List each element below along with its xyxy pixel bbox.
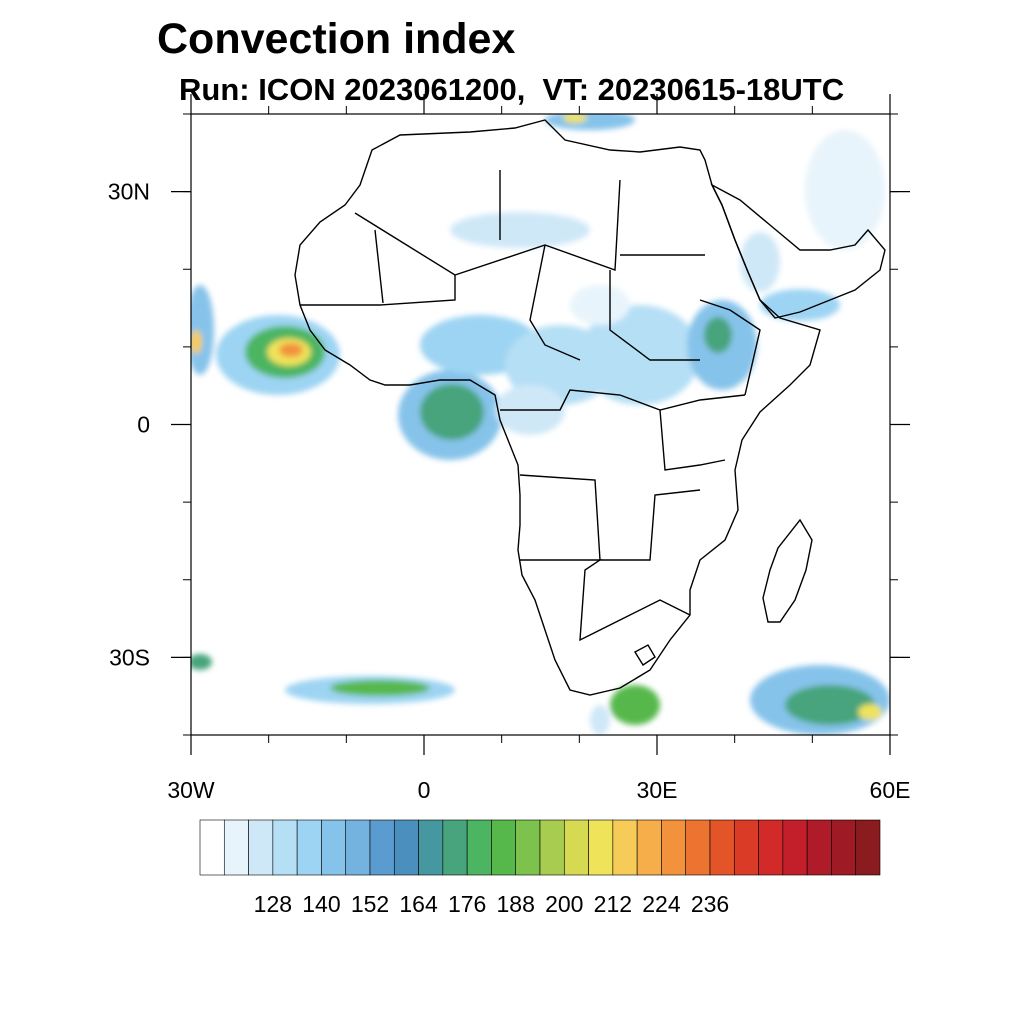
convection-cell [191,330,202,354]
madagascar-coastline [762,518,813,623]
country-border [300,275,456,306]
colorbar-label: 188 [497,891,535,917]
colorbar-box [223,819,249,876]
colorbar-box [296,819,322,876]
convection-cell [420,384,484,440]
convection-cell [191,654,212,670]
convection-cell [760,289,840,321]
colorbar-label: 176 [448,891,486,917]
convection-cell [450,212,590,248]
convection-cell [590,705,610,735]
colorbar-box [685,819,711,876]
colorbar-label: 140 [302,891,340,917]
colorbar-label: 212 [594,891,632,917]
colorbar-box [806,819,832,876]
arabia-coastline [710,183,886,319]
colorbar-box [199,819,225,876]
x-tick-label: 0 [418,777,431,803]
colorbar-box [539,819,565,876]
lesotho-border [634,644,656,666]
colorbar-box [661,819,687,876]
colorbar: 128 140 152 164 176 188 200 212 224 236 [199,819,881,917]
colorbar-box [782,819,808,876]
country-border [609,270,700,361]
convection-cell [545,114,635,130]
convection-cell [805,130,885,250]
colorbar-box [855,819,881,876]
country-border [529,244,581,361]
colorbar-box [515,819,541,876]
country-border [500,389,746,411]
y-tick-label: 30N [108,179,150,205]
colorbar-box [636,819,662,876]
colorbar-box [248,819,274,876]
colorbar-label: 236 [691,891,729,917]
colorbar-box [709,819,735,876]
country-border [519,474,701,561]
colorbar-box [563,819,589,876]
africa-coastline [294,119,821,696]
country-border [659,409,726,471]
map-title: Convection index [157,15,516,63]
x-tick-label: 30E [637,777,678,803]
colorbar-box [418,819,444,876]
colorbar-box [612,819,638,876]
y-tick-label: 30S [109,644,150,670]
colorbar-box [758,819,784,876]
x-tick-label: 30W [167,777,215,803]
colorbar-box [588,819,614,876]
colorbar-label: 164 [399,891,438,917]
country-border [699,299,761,396]
x-tick-label: 60E [870,777,911,803]
convection-cell [610,685,660,725]
convection-cell [563,114,587,123]
colorbar-box [345,819,371,876]
convection-cell [330,680,430,696]
convection-cell [858,704,882,720]
colorbar-box [491,819,517,876]
colorbar-label: 224 [642,891,681,917]
convection-field [191,114,890,735]
colorbar-box [831,819,857,876]
colorbar-label: 152 [351,891,389,917]
colorbar-box [321,819,347,876]
convection-cell [704,317,732,353]
convection-cell [785,685,875,725]
colorbar-box [393,819,419,876]
convection-cell [740,232,780,292]
convection-cell [570,285,630,325]
convection-cell [279,343,303,357]
colorbar-box [272,819,298,876]
y-tick-label: 0 [137,412,150,438]
map-outlines [294,119,886,696]
colorbar-box [369,819,395,876]
map-subtitle: Run: ICON 2023061200, VT: 20230615-18UTC [179,72,845,107]
colorbar-box [442,819,468,876]
colorbar-box [466,819,492,876]
colorbar-label: 128 [254,891,292,917]
axis-ticks: 30W 0 30E 60E 30N 0 30S [108,94,911,803]
colorbar-label: 200 [545,891,583,917]
country-border [374,229,384,304]
colorbar-box [733,819,759,876]
country-border [520,559,691,642]
convection-cell [191,285,214,375]
